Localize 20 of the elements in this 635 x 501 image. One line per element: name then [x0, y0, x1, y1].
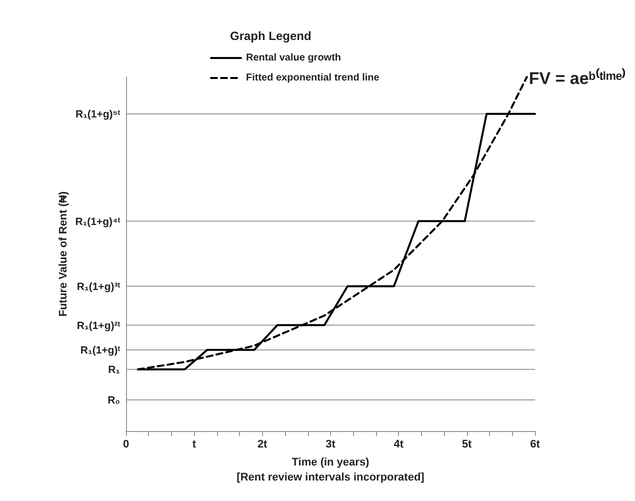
ref-line-label: R₁(1+g)³ᵗ: [76, 281, 121, 294]
ref-line-label: R₁(1+g)⁴ᵗ: [75, 216, 121, 228]
x-axis-title: Time (in years) [Rent review intervals incorporated]: [236, 456, 425, 484]
ref-line-label: R₁(1+g)⁵ᵗ: [75, 108, 121, 121]
legend-label: Rental value growth: [246, 52, 342, 64]
x-tick-label: 3t: [326, 438, 336, 450]
legend-title: Graph Legend: [230, 29, 312, 43]
x-tick-label: 6t: [530, 438, 540, 450]
ref-line-label: R₁(1+g)²ᵗ: [76, 320, 121, 332]
ref-line-label: R₀: [108, 394, 120, 407]
annotation: FV = aeᵇ⁽ᵗⁱᵐᵉ⁾: [528, 68, 626, 88]
x-tick-label: 2t: [257, 438, 268, 450]
x-tick-label: 5t: [462, 438, 472, 450]
ref-line-label: R₁: [108, 364, 120, 376]
y-axis-title: Future Value of Rent (₦): [58, 191, 70, 317]
x-tick-label: 4t: [394, 438, 404, 450]
x-tick-label: t: [192, 438, 196, 450]
ref-line-label: R₁(1+g)ᵗ: [80, 344, 121, 357]
x-tick-label: 0: [122, 438, 130, 450]
legend-label: Fitted exponential trend line: [246, 72, 380, 84]
